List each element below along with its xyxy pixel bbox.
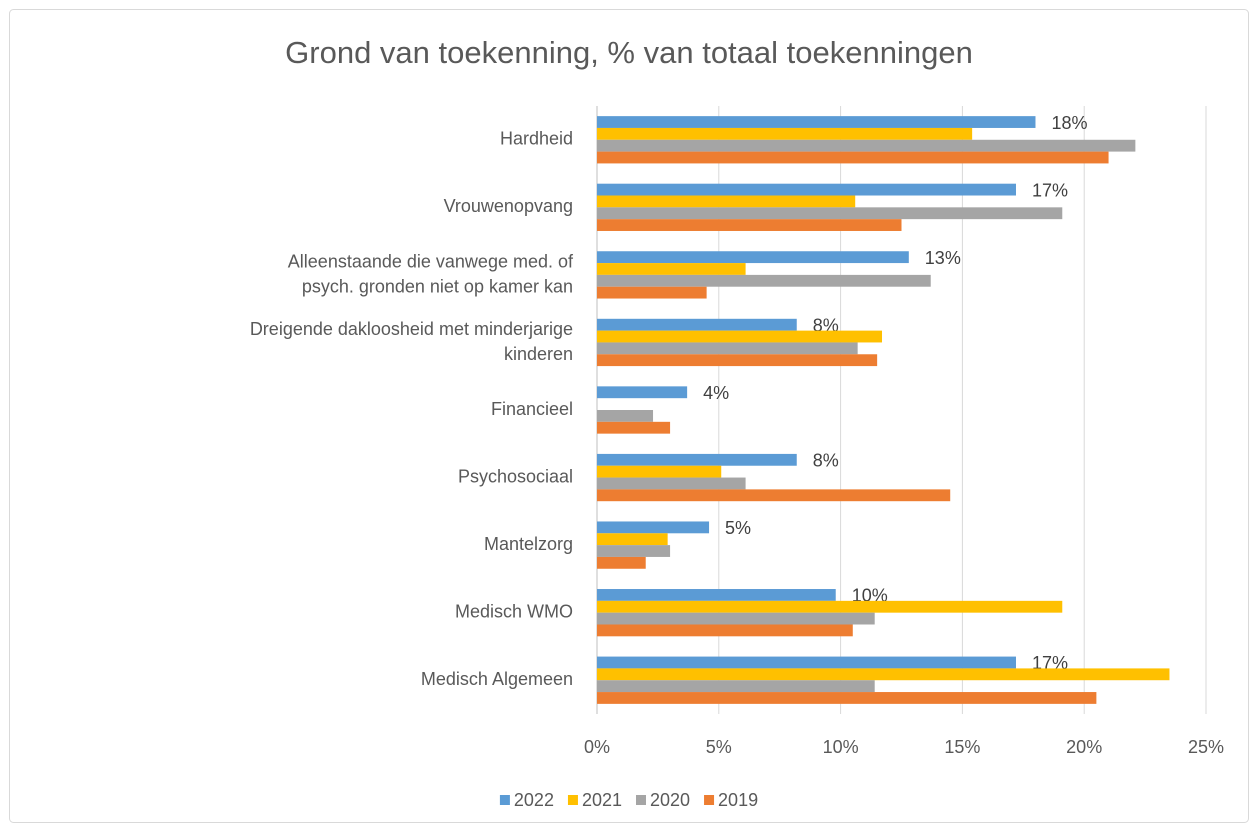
data-label: 18% bbox=[1051, 113, 1087, 133]
y-tick-label: Medisch Algemeen bbox=[421, 669, 573, 689]
data-label: 17% bbox=[1032, 180, 1068, 200]
bar bbox=[597, 656, 1016, 669]
legend-label: 2021 bbox=[582, 790, 622, 810]
legend-label: 2019 bbox=[718, 790, 758, 810]
bar bbox=[597, 127, 973, 140]
bar bbox=[597, 521, 710, 534]
bar bbox=[597, 219, 902, 231]
label-line: Dreigende dakloosheid met minderjarige bbox=[250, 319, 573, 339]
bar bbox=[597, 183, 1016, 196]
x-tick-label: 15% bbox=[944, 737, 980, 757]
bar bbox=[597, 453, 797, 466]
bar bbox=[597, 207, 1063, 220]
x-tick-label: 10% bbox=[823, 737, 859, 757]
bar bbox=[597, 286, 707, 299]
bar bbox=[597, 251, 909, 264]
data-label: 8% bbox=[813, 451, 839, 471]
bar bbox=[597, 612, 875, 625]
label-line: psych. gronden niet op kamer kan bbox=[302, 276, 573, 296]
legend-swatch bbox=[636, 795, 646, 805]
data-label: 17% bbox=[1032, 653, 1068, 673]
bar bbox=[597, 600, 1063, 613]
legend-swatch bbox=[567, 795, 578, 805]
legend: 2022 2021 2020 2019 bbox=[499, 790, 758, 810]
y-tick-label: Mantelzorg bbox=[484, 534, 573, 554]
y-tick-label: Financieel bbox=[491, 399, 573, 419]
data-label: 8% bbox=[813, 315, 839, 335]
data-label: 13% bbox=[925, 248, 961, 268]
legend-label: 2022 bbox=[514, 790, 554, 810]
bar bbox=[597, 354, 878, 367]
bar bbox=[597, 386, 688, 399]
bar bbox=[597, 116, 1036, 128]
bar bbox=[597, 151, 1109, 164]
y-tick-label: Medisch WMO bbox=[455, 601, 573, 621]
bar bbox=[597, 274, 931, 287]
y-tick-label: Alleenstaande die vanwege med. of psych. … bbox=[288, 251, 574, 296]
data-label: 5% bbox=[725, 518, 751, 538]
bar bbox=[597, 545, 671, 557]
y-tick-label: Hardheid bbox=[500, 129, 573, 149]
x-tick-label: 0% bbox=[584, 737, 610, 757]
bar bbox=[597, 477, 746, 490]
bar bbox=[597, 195, 856, 208]
y-tick-label: Psychosociaal bbox=[458, 466, 573, 486]
chart-title: Grond van toekenning, % van totaal toeke… bbox=[285, 35, 973, 70]
bar bbox=[597, 263, 746, 275]
bar bbox=[597, 624, 853, 637]
bar bbox=[597, 556, 646, 569]
x-tick-label: 5% bbox=[706, 737, 732, 757]
label-line: kinderen bbox=[504, 344, 573, 364]
x-tick-label: 25% bbox=[1188, 737, 1224, 757]
legend-label: 2020 bbox=[650, 790, 690, 810]
label-line: Alleenstaande die vanwege med. of bbox=[288, 251, 574, 271]
legend-swatch bbox=[704, 795, 715, 805]
x-tick-label: 20% bbox=[1066, 737, 1102, 757]
data-label: 4% bbox=[703, 383, 729, 403]
bar bbox=[597, 692, 1097, 704]
bar bbox=[597, 668, 1170, 681]
y-tick-label: Dreigende dakloosheid met minderjarige ki… bbox=[250, 319, 573, 364]
bar bbox=[597, 330, 883, 343]
bar bbox=[597, 489, 951, 502]
bar bbox=[597, 589, 836, 601]
bar bbox=[597, 318, 797, 331]
bar bbox=[597, 342, 858, 355]
bar bbox=[597, 421, 671, 434]
data-label: 10% bbox=[852, 586, 888, 606]
bar bbox=[597, 533, 668, 546]
bar bbox=[597, 465, 722, 478]
y-tick-label: Vrouwenopvang bbox=[444, 196, 573, 216]
bar bbox=[597, 139, 1136, 152]
legend-swatch bbox=[499, 795, 510, 805]
bar bbox=[597, 680, 875, 693]
bar bbox=[597, 410, 654, 422]
